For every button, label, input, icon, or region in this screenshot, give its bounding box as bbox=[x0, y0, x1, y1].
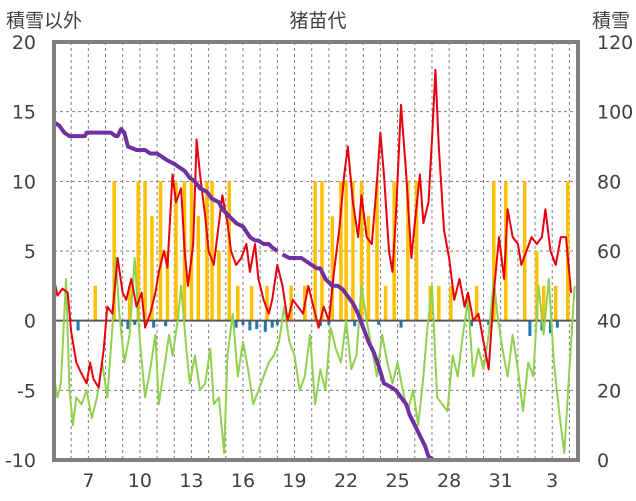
snowfall-bar bbox=[196, 216, 201, 321]
precip-bar bbox=[353, 320, 357, 327]
left-axis-label: 積雪以外 bbox=[6, 10, 82, 32]
snowfall-bar bbox=[165, 251, 170, 321]
snowfall-bar bbox=[236, 285, 240, 321]
precip-bar bbox=[275, 320, 279, 325]
snowfall-bar bbox=[437, 285, 441, 321]
snowfall-bar bbox=[474, 285, 479, 321]
snowfall-bar bbox=[414, 181, 419, 321]
snowfall-bar bbox=[265, 285, 269, 321]
precip-bar bbox=[133, 320, 137, 325]
snowfall-bar bbox=[217, 251, 221, 321]
x-tick-label: 16 bbox=[231, 470, 255, 492]
snowfall-bar bbox=[522, 181, 527, 321]
precip-bar bbox=[241, 320, 245, 325]
precip-bar bbox=[487, 320, 491, 325]
snowfall-bar bbox=[344, 181, 348, 321]
snowfall-bar bbox=[205, 181, 209, 321]
snowfall-bar bbox=[366, 216, 371, 321]
snowfall-bar bbox=[320, 181, 324, 321]
left-tick-label: 0 bbox=[24, 311, 36, 333]
right-tick-label: 20 bbox=[597, 380, 621, 402]
snowfall-bar bbox=[249, 285, 254, 321]
snowfall-bar bbox=[174, 181, 178, 321]
x-tick-label: 28 bbox=[437, 470, 461, 492]
x-tick-label: 31 bbox=[489, 470, 513, 492]
right-tick-label: 120 bbox=[597, 32, 633, 54]
right-tick-label: 40 bbox=[597, 311, 621, 333]
precip-bar bbox=[234, 320, 238, 328]
x-tick-label: 7 bbox=[82, 470, 94, 492]
left-tick-label: 15 bbox=[12, 102, 36, 124]
precip-bar bbox=[555, 320, 559, 328]
precip-bar bbox=[164, 320, 168, 327]
precip-bar bbox=[377, 320, 381, 325]
left-tick-label: 10 bbox=[12, 171, 36, 193]
x-tick-label: 22 bbox=[334, 470, 358, 492]
right-axis-ticks: 120 100 80 60 40 20 0 bbox=[597, 32, 633, 472]
precip-bar bbox=[248, 320, 252, 331]
precip-bar bbox=[528, 320, 532, 336]
snowfall-bar bbox=[535, 251, 539, 321]
precip-bar bbox=[327, 320, 331, 325]
chart-title: 猪苗代 bbox=[289, 10, 346, 32]
x-tick-label: 13 bbox=[179, 470, 203, 492]
temperature-max-line bbox=[53, 68, 573, 389]
snowfall-bar bbox=[351, 181, 355, 321]
left-axis-ticks: 20 15 10 5 0 -5 -10 bbox=[5, 32, 36, 472]
left-tick-label: -10 bbox=[5, 450, 36, 472]
precip-bar bbox=[270, 320, 274, 328]
left-tick-label: 20 bbox=[12, 32, 36, 54]
snowfall-bar bbox=[136, 181, 140, 321]
precip-bar bbox=[255, 320, 259, 330]
precip-bar bbox=[263, 320, 267, 332]
right-tick-label: 60 bbox=[597, 241, 621, 263]
precip-bar bbox=[549, 320, 553, 334]
x-tick-label: 25 bbox=[386, 470, 410, 492]
snowfall-bar bbox=[553, 285, 558, 321]
precip-bar bbox=[399, 320, 403, 328]
snowfall-bar bbox=[359, 181, 364, 321]
snowfall-bar bbox=[449, 285, 453, 321]
snowfall-bar bbox=[339, 181, 343, 321]
x-tick-label: 19 bbox=[282, 470, 306, 492]
snowfall-bar bbox=[150, 216, 154, 321]
precip-bar bbox=[152, 320, 156, 328]
snowfall-bar bbox=[383, 285, 388, 321]
precip-bar bbox=[469, 320, 473, 327]
snowfall-bar bbox=[158, 181, 163, 321]
x-axis-ticks: 7 10 13 16 19 22 25 28 31 3 bbox=[82, 470, 558, 492]
snowfall-bar bbox=[541, 285, 546, 321]
snowfall-bar bbox=[406, 181, 410, 321]
left-tick-label: -5 bbox=[17, 380, 36, 402]
snowfall-bar bbox=[330, 216, 335, 321]
snowfall-bar bbox=[143, 181, 147, 321]
snowfall-bar bbox=[127, 285, 132, 321]
precip-bar bbox=[76, 320, 80, 331]
right-tick-label: 80 bbox=[597, 171, 621, 193]
right-axis-label: 積雪 bbox=[592, 10, 630, 32]
snowfall-bar bbox=[313, 181, 317, 321]
right-tick-label: 0 bbox=[597, 450, 609, 472]
snowfall-bar bbox=[93, 285, 97, 321]
x-tick-label: 3 bbox=[546, 470, 558, 492]
plot-frame bbox=[52, 40, 580, 462]
snowfall-bar bbox=[227, 181, 231, 321]
snowfall-bar bbox=[492, 181, 496, 321]
snowfall-bar bbox=[210, 181, 214, 321]
snowfall-bar bbox=[112, 181, 116, 321]
snowfall-bar bbox=[375, 181, 379, 321]
right-tick-label: 100 bbox=[597, 102, 633, 124]
precip-bar bbox=[126, 320, 130, 330]
x-tick-label: 10 bbox=[128, 470, 152, 492]
left-tick-label: 5 bbox=[24, 241, 36, 263]
